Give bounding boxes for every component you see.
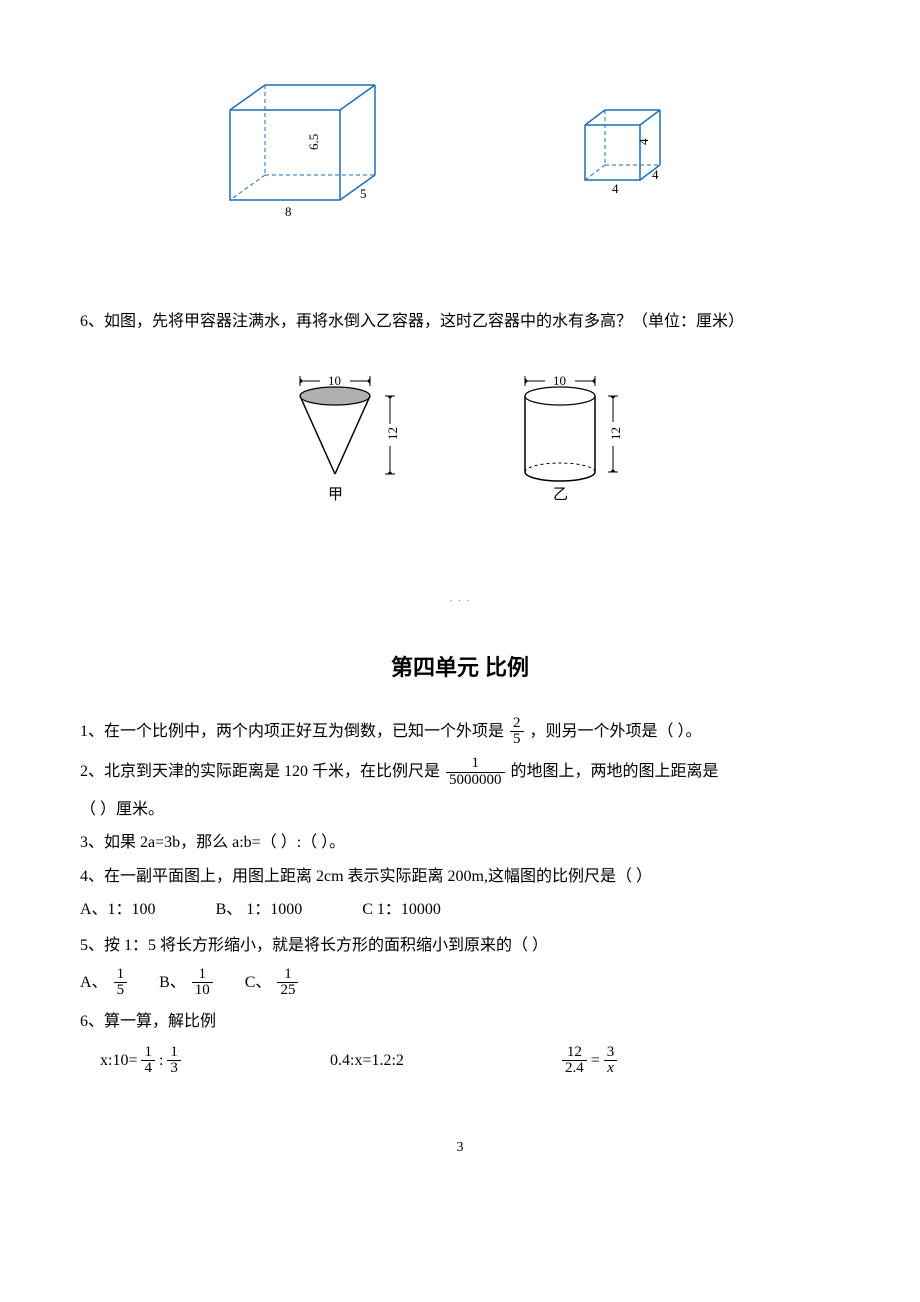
q5b-label: B、 <box>159 970 186 996</box>
cuboid-depth-label: 5 <box>360 186 367 201</box>
cylinder-svg: 10 12 乙 <box>500 364 650 504</box>
eq3-f2-num: 3 <box>604 1045 618 1062</box>
eq3-f2-den: x <box>604 1061 618 1077</box>
q1-fraction: 2 5 <box>510 716 524 749</box>
eq3-f1-den: 2.4 <box>562 1061 587 1077</box>
cube-depth-label: 4 <box>652 167 659 182</box>
eq3-f1: 12 2.4 <box>562 1045 587 1078</box>
cube-width-label: 4 <box>612 181 619 195</box>
q1-post: ，则另一个外项是（ ）。 <box>530 722 702 739</box>
eq1-f2-den: 3 <box>167 1061 181 1077</box>
question-6: 6、算一算，解比例 <box>80 1009 840 1035</box>
q5c-den: 25 <box>277 983 298 999</box>
equation-2: 0.4:x=1.2:2 <box>330 1048 560 1074</box>
equation-1: x:10= 1 4 : 1 3 <box>100 1045 330 1078</box>
q5a-num: 1 <box>114 967 128 984</box>
question-2: 2、北京到天津的实际距离是 120 千米，在比例尺是 1 5000000 的地图… <box>80 756 840 789</box>
cube-height-label: 4 <box>636 138 651 145</box>
q5-option-b: B、 1 10 <box>159 967 215 1000</box>
q5-option-a: A、 1 5 <box>80 967 129 1000</box>
eq1-f1-num: 1 <box>141 1045 155 1062</box>
cyl-height-label: 12 <box>608 427 623 440</box>
eq3-f2: 3 x <box>604 1045 618 1078</box>
q5c-num: 1 <box>277 967 298 984</box>
q5b-fraction: 1 10 <box>192 967 213 1000</box>
eq3-mid: = <box>591 1048 600 1074</box>
q2-fraction: 1 5000000 <box>446 756 505 789</box>
q2-frac-num: 1 <box>446 756 505 773</box>
q2-pre: 2、北京到天津的实际距离是 120 千米，在比例尺是 <box>80 763 440 780</box>
cone-cylinder-row: 10 12 甲 10 <box>80 364 840 513</box>
q4-option-b: B、 1：1000 <box>216 897 303 923</box>
eq1-pre: x:10= <box>100 1048 137 1074</box>
cyl-caption: 乙 <box>553 487 568 503</box>
question-1: 1、在一个比例中，两个内项正好互为倒数，已知一个外项是 2 5 ，则另一个外项是… <box>80 716 840 749</box>
cone-top-label: 10 <box>328 373 341 388</box>
cuboid-figure: 8 5 6.5 <box>210 70 390 229</box>
cuboid-svg: 8 5 6.5 <box>210 70 390 220</box>
q5-option-c: C、 1 25 <box>245 967 301 1000</box>
cube-svg: 4 4 4 <box>570 95 680 195</box>
q5a-label: A、 <box>80 970 108 996</box>
q4-options: A、1：100 B、 1：1000 C 1：10000 <box>80 897 840 923</box>
eq3-f1-num: 12 <box>562 1045 587 1062</box>
q2-post: 的地图上，两地的图上距离是 <box>511 763 719 780</box>
unit-title: 第四单元 比例 <box>80 650 840 685</box>
q1-pre: 1、在一个比例中，两个内项正好互为倒数，已知一个外项是 <box>80 722 504 739</box>
q5c-fraction: 1 25 <box>277 967 298 1000</box>
equation-3: 12 2.4 = 3 x <box>560 1045 619 1078</box>
cuboid-width-label: 8 <box>285 204 292 219</box>
cone-figure: 10 12 甲 <box>270 364 420 513</box>
page-number: 3 <box>80 1137 840 1159</box>
q5b-den: 10 <box>192 983 213 999</box>
eq1-f1-den: 4 <box>141 1061 155 1077</box>
cone-caption: 甲 <box>328 487 343 503</box>
section-divider-dots: · · · <box>80 593 840 611</box>
q1-frac-num: 2 <box>510 716 524 733</box>
q1-frac-den: 5 <box>510 732 524 748</box>
top-figure-row: 8 5 6.5 4 4 4 <box>80 70 840 229</box>
cube-figure: 4 4 4 <box>570 95 680 204</box>
eq1-f2-num: 1 <box>167 1045 181 1062</box>
question-4: 4、在一副平面图上，用图上距离 2cm 表示实际距离 200m,这幅图的比例尺是… <box>80 864 840 890</box>
q5c-label: C、 <box>245 970 272 996</box>
eq1-f2: 1 3 <box>167 1045 181 1078</box>
eq1-mid: : <box>159 1048 163 1074</box>
cyl-top-label: 10 <box>553 373 566 388</box>
q5a-den: 5 <box>114 983 128 999</box>
q5a-fraction: 1 5 <box>114 967 128 1000</box>
cuboid-height-label: 6.5 <box>306 134 321 150</box>
eq1-f1: 1 4 <box>141 1045 155 1078</box>
cone-height-label: 12 <box>385 427 400 440</box>
q4-option-a: A、1：100 <box>80 897 156 923</box>
equation-row: x:10= 1 4 : 1 3 0.4:x=1.2:2 12 2.4 = 3 x <box>100 1045 840 1078</box>
q5b-num: 1 <box>192 967 213 984</box>
cone-svg: 10 12 甲 <box>270 364 420 504</box>
question-5: 5、按 1：5 将长方形缩小，就是将长方形的面积缩小到原来的（ ） <box>80 933 840 959</box>
q5-options: A、 1 5 B、 1 10 C、 1 25 <box>80 967 840 1000</box>
q4-option-c: C 1：10000 <box>362 897 441 923</box>
q2-frac-den: 5000000 <box>446 773 505 789</box>
q6-cone-text: 6、如图，先将甲容器注满水，再将水倒入乙容器，这时乙容器中的水有多高？（单位：厘… <box>80 309 840 335</box>
question-3: 3、如果 2a=3b，那么 a:b=（ ）:（ ）。 <box>80 830 840 856</box>
cylinder-figure: 10 12 乙 <box>500 364 650 513</box>
question-2-line2: （ ）厘米。 <box>80 797 840 823</box>
